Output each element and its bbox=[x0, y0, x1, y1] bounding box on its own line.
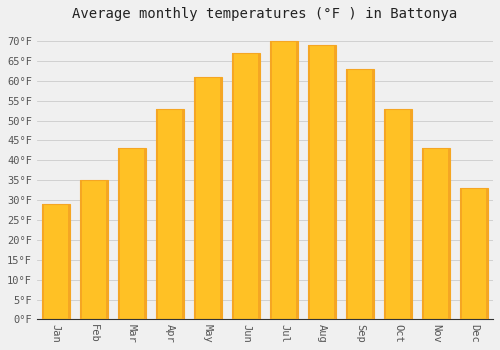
Bar bbox=[156, 108, 158, 320]
Bar bbox=[460, 188, 488, 320]
Bar bbox=[42, 204, 44, 320]
Bar bbox=[346, 69, 348, 320]
Bar bbox=[334, 45, 336, 320]
Bar bbox=[182, 108, 184, 320]
Bar bbox=[422, 148, 424, 320]
Bar bbox=[232, 53, 260, 320]
Bar bbox=[270, 41, 272, 320]
Bar bbox=[384, 108, 412, 320]
Bar bbox=[422, 148, 450, 320]
Bar bbox=[118, 148, 120, 320]
Bar bbox=[42, 204, 70, 320]
Bar bbox=[296, 41, 298, 320]
Bar bbox=[486, 188, 488, 320]
Title: Average monthly temperatures (°F ) in Battonya: Average monthly temperatures (°F ) in Ba… bbox=[72, 7, 458, 21]
Bar bbox=[68, 204, 70, 320]
Bar bbox=[460, 188, 462, 320]
Bar bbox=[410, 108, 412, 320]
Bar bbox=[232, 53, 234, 320]
Bar bbox=[106, 180, 108, 320]
Bar bbox=[118, 148, 146, 320]
Bar bbox=[194, 77, 222, 320]
Bar bbox=[384, 108, 386, 320]
Bar bbox=[144, 148, 146, 320]
Bar bbox=[448, 148, 450, 320]
Bar bbox=[258, 53, 260, 320]
Bar bbox=[80, 180, 82, 320]
Bar bbox=[308, 45, 336, 320]
Bar bbox=[156, 108, 184, 320]
Bar bbox=[80, 180, 108, 320]
Bar bbox=[194, 77, 196, 320]
Bar bbox=[308, 45, 310, 320]
Bar bbox=[270, 41, 298, 320]
Bar bbox=[372, 69, 374, 320]
Bar bbox=[220, 77, 222, 320]
Bar bbox=[346, 69, 374, 320]
